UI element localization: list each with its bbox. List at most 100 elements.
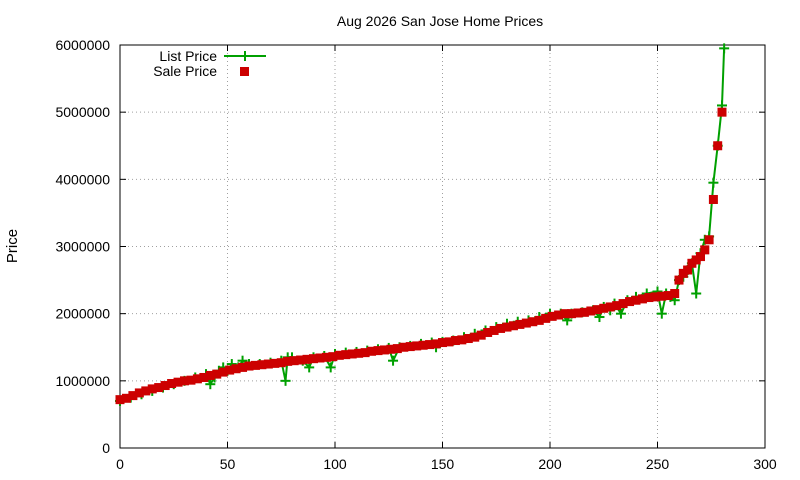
- sale-price-point: [302, 354, 312, 364]
- sale-price-point: [418, 340, 428, 350]
- sale-price-point: [173, 377, 183, 387]
- y-axis-title: Price: [4, 229, 21, 263]
- sale-price-point: [483, 327, 493, 337]
- sale-price-point: [476, 330, 486, 340]
- list-price-point: [656, 308, 667, 319]
- list-price-point: [691, 288, 702, 299]
- axis-ticks: 0 50 100 150 200 250 300 0 1000000 2000000 3000000…: [55, 37, 776, 472]
- sale-price-point: [315, 353, 325, 363]
- sale-price-point: [457, 335, 467, 345]
- sale-price-point: [147, 384, 157, 394]
- sale-price-point: [199, 372, 209, 382]
- sale-price-point: [431, 339, 441, 349]
- sale-price-point: [128, 391, 138, 401]
- x-tick-label: 100: [323, 456, 347, 472]
- sale-price-point: [579, 307, 589, 317]
- sale-price-point: [379, 345, 389, 355]
- x-tick-label: 50: [220, 456, 236, 472]
- sale-price-point: [528, 317, 538, 327]
- y-tick-label: 2000000: [55, 306, 110, 322]
- legend-marker-sale-price: [240, 67, 249, 76]
- sale-price-point: [386, 344, 396, 354]
- x-tick-label: 150: [431, 456, 455, 472]
- sale-price-point: [212, 369, 222, 379]
- sale-price-point: [674, 275, 684, 285]
- sale-price-point: [521, 318, 531, 328]
- sale-price-point: [412, 341, 422, 351]
- sale-price-point: [180, 376, 189, 386]
- sale-price-point: [700, 245, 710, 255]
- sale-price-point: [270, 358, 280, 368]
- sale-price-point: [205, 370, 215, 380]
- sale-price-point: [717, 107, 727, 117]
- grid: [120, 45, 765, 448]
- x-tick-label: 0: [116, 456, 124, 472]
- sale-price-point: [502, 322, 512, 332]
- list-price-point: [280, 375, 291, 386]
- sale-price-point: [657, 291, 667, 301]
- sale-price-point: [115, 395, 125, 405]
- x-tick-label: 250: [646, 456, 670, 472]
- sale-price-point: [160, 381, 170, 391]
- sale-price-point: [612, 301, 622, 311]
- sale-price-point: [625, 297, 635, 307]
- list-price-point: [615, 308, 626, 319]
- legend-label-list-price: List Price: [159, 48, 217, 64]
- sale-price-point: [334, 350, 344, 360]
- series: [115, 43, 730, 406]
- sale-price-point: [644, 293, 654, 303]
- sale-price-point: [567, 309, 576, 319]
- sale-price-point: [508, 321, 518, 331]
- sale-price-point: [663, 291, 673, 301]
- sale-price-point: [573, 308, 583, 318]
- sale-price-point: [296, 355, 306, 365]
- list-price-point: [388, 355, 399, 366]
- sale-price-point: [618, 299, 628, 309]
- sale-price-point: [354, 348, 364, 358]
- sale-price-point: [231, 364, 241, 374]
- sale-price-point: [141, 386, 151, 396]
- sale-price-point: [560, 309, 570, 319]
- sale-price-point: [489, 325, 499, 335]
- sale-price-point: [276, 358, 286, 368]
- sale-price-point: [134, 388, 144, 398]
- sale-price-point: [592, 305, 602, 315]
- y-tick-label: 4000000: [55, 171, 110, 187]
- x-tick-label: 300: [753, 456, 777, 472]
- list-price-point: [325, 362, 336, 373]
- list-price-point: [205, 379, 216, 390]
- sale-price-point: [154, 383, 164, 393]
- sale-price-point: [121, 393, 131, 403]
- legend-marker-list-price: [240, 51, 250, 61]
- chart-title: Aug 2026 San Jose Home Prices: [337, 13, 543, 29]
- sale-price-point: [450, 336, 460, 346]
- sale-price-point: [250, 360, 260, 370]
- sale-price-point: [192, 374, 202, 384]
- sale-price-point: [218, 367, 228, 377]
- sale-price-point: [637, 294, 647, 304]
- sale-price-point: [444, 337, 454, 347]
- sale-price-point: [696, 252, 705, 262]
- sale-price-point: [631, 295, 641, 305]
- sale-price-point: [708, 194, 718, 204]
- sale-price-point: [244, 361, 254, 371]
- sale-price-point: [470, 332, 480, 342]
- sale-price-point: [309, 354, 318, 364]
- sale-price-point: [650, 292, 660, 302]
- sale-price-point: [321, 352, 331, 362]
- sale-price-point: [399, 342, 409, 352]
- legend-label-sale-price: Sale Price: [153, 63, 217, 79]
- sale-price-point: [586, 306, 596, 316]
- sale-price-point: [599, 303, 609, 313]
- sale-price-point: [392, 344, 402, 354]
- sale-price-point: [534, 315, 544, 325]
- sale-price-point: [373, 346, 383, 356]
- sale-price-point: [704, 235, 714, 245]
- sale-price-point: [605, 302, 615, 312]
- y-tick-label: 0: [102, 440, 110, 456]
- sale-price-point: [360, 348, 370, 358]
- sale-price-point: [541, 313, 551, 323]
- sale-price-point: [238, 362, 248, 372]
- sale-price-point: [463, 334, 473, 344]
